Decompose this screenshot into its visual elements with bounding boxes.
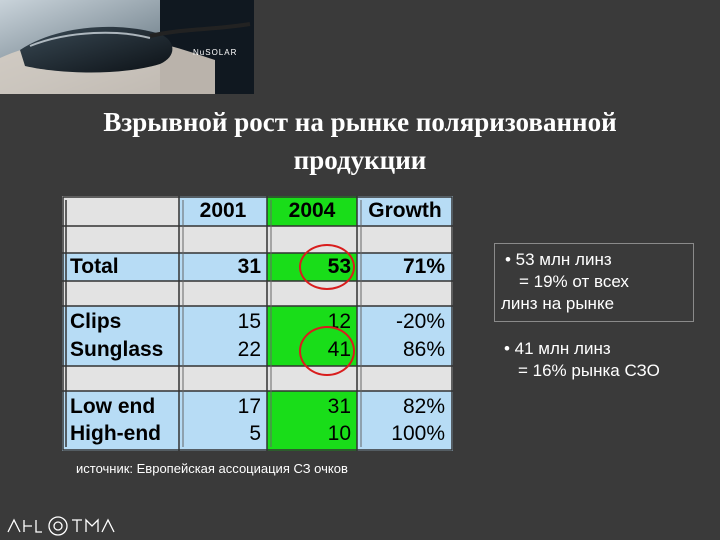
company-logo (7, 516, 115, 536)
market-table: 2001 2004 Growth Total 31 53 71% Clips 1… (62, 196, 453, 451)
cell-sunglass-2001: 22 (237, 338, 261, 361)
header-2001: 2001 (199, 199, 247, 222)
note1-line2: = 19% от всех (519, 272, 629, 291)
header-photo: NuSOLAR (0, 0, 254, 94)
header-growth: Growth (368, 199, 442, 222)
cell-highend-2001: 5 (249, 422, 261, 445)
row-label-high-end: High-end (70, 422, 161, 445)
source-note: источник: Европейская ассоциация СЗ очко… (76, 461, 348, 476)
header-2004: 2004 (288, 199, 336, 222)
cell-total-growth: 71% (402, 255, 445, 278)
row-label-sunglass: Sunglass (70, 338, 164, 361)
highlight-ring-sunglass-2004 (299, 326, 355, 376)
note1-line1: • 53 млн линз (505, 250, 612, 269)
cell-lowend-growth: 82% (402, 395, 445, 418)
cell-highend-growth: 100% (391, 422, 445, 445)
note2-line2: = 16% рынка СЗО (518, 361, 660, 380)
row-label-total: Total (70, 255, 119, 278)
cell-lowend-2001: 17 (237, 395, 261, 418)
cell-clips-growth: -20% (395, 310, 445, 333)
cell-total-2001: 31 (237, 255, 261, 278)
sunglasses-image (0, 0, 254, 94)
note-box-total: • 53 млн линз = 19% от всех линз на рынк… (494, 243, 694, 322)
title-line-1: Взрывной рост на рынке поляризованной (103, 107, 617, 137)
cell-highend-2004: 10 (327, 422, 351, 445)
note1-line3: линз на рынке (501, 294, 615, 313)
note2-line1: • 41 млн линз (504, 339, 611, 358)
slide-title: Взрывной рост на рынке поляризованной пр… (20, 103, 700, 179)
highlight-ring-total-2004 (299, 244, 355, 290)
cell-clips-2001: 15 (237, 310, 261, 333)
row-label-clips: Clips (70, 310, 122, 333)
title-line-2: продукции (293, 145, 427, 175)
row-label-low-end: Low end (70, 395, 156, 418)
brand-logo-text: NuSOLAR (193, 48, 238, 57)
cell-sunglass-growth: 86% (402, 338, 445, 361)
table-grid (62, 196, 453, 451)
cell-lowend-2004: 31 (327, 395, 351, 418)
note-box-sunglass: • 41 млн линз = 16% рынка СЗО (494, 334, 706, 386)
